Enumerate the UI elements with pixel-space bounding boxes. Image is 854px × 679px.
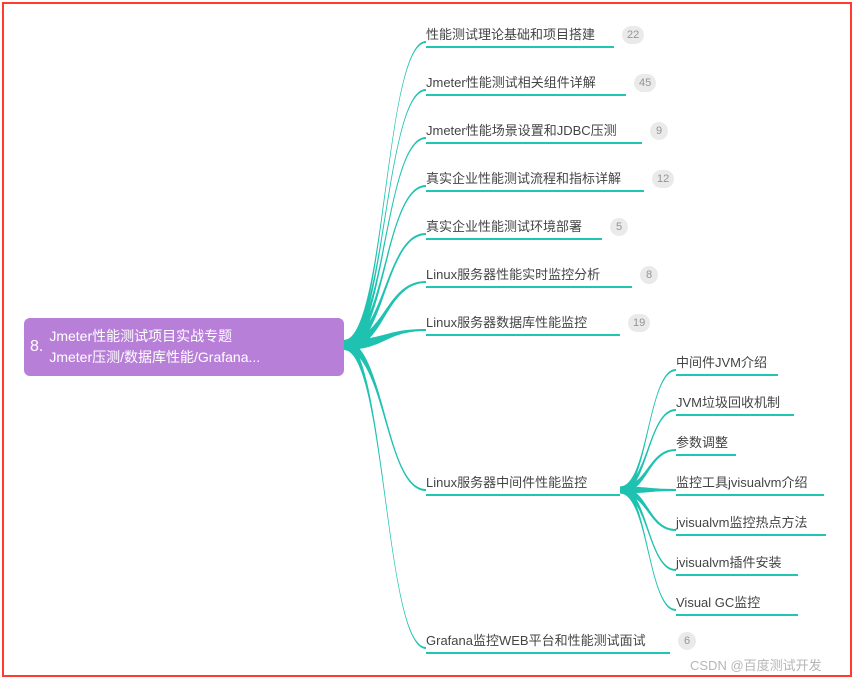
level1-node[interactable]: 真实企业性能测试环境部署 bbox=[426, 216, 602, 240]
node-label: Linux服务器数据库性能监控 bbox=[426, 315, 587, 330]
node-label: 参数调整 bbox=[676, 435, 728, 450]
node-label: Grafana监控WEB平台和性能测试面试 bbox=[426, 633, 646, 648]
level1-node[interactable]: Jmeter性能测试相关组件详解 bbox=[426, 72, 626, 96]
node-label: JVM垃圾回收机制 bbox=[676, 395, 780, 410]
root-title-line1: Jmeter性能测试项目实战专题 bbox=[49, 326, 260, 347]
level1-node[interactable]: Grafana监控WEB平台和性能测试面试 bbox=[426, 630, 670, 654]
level2-node[interactable]: 参数调整 bbox=[676, 432, 736, 456]
node-label: Jmeter性能场景设置和JDBC压测 bbox=[426, 123, 617, 138]
level2-node[interactable]: jvisualvm插件安装 bbox=[676, 552, 798, 576]
level1-node[interactable]: Linux服务器性能实时监控分析 bbox=[426, 264, 632, 288]
level2-node[interactable]: JVM垃圾回收机制 bbox=[676, 392, 794, 416]
node-label: 监控工具jvisualvm介绍 bbox=[676, 475, 807, 490]
watermark: CSDN @百度测试开发 bbox=[690, 655, 822, 674]
level2-node[interactable]: jvisualvm监控热点方法 bbox=[676, 512, 826, 536]
count-badge: 6 bbox=[678, 632, 696, 650]
level2-node[interactable]: 监控工具jvisualvm介绍 bbox=[676, 472, 824, 496]
node-label: 中间件JVM介绍 bbox=[676, 355, 767, 370]
node-label: 真实企业性能测试环境部署 bbox=[426, 219, 582, 234]
root-title-line2: Jmeter压测/数据库性能/Grafana... bbox=[49, 347, 260, 368]
level1-node[interactable]: Linux服务器中间件性能监控 bbox=[426, 472, 620, 496]
count-badge: 12 bbox=[652, 170, 674, 188]
count-badge: 22 bbox=[622, 26, 644, 44]
node-label: Linux服务器中间件性能监控 bbox=[426, 475, 587, 490]
node-label: jvisualvm监控热点方法 bbox=[676, 515, 807, 530]
count-badge: 5 bbox=[610, 218, 628, 236]
level2-node[interactable]: 中间件JVM介绍 bbox=[676, 352, 778, 376]
count-badge: 45 bbox=[634, 74, 656, 92]
node-label: Visual GC监控 bbox=[676, 595, 760, 610]
level1-node[interactable]: Linux服务器数据库性能监控 bbox=[426, 312, 620, 336]
node-label: Linux服务器性能实时监控分析 bbox=[426, 267, 600, 282]
node-label: Jmeter性能测试相关组件详解 bbox=[426, 75, 596, 90]
level2-node[interactable]: Visual GC监控 bbox=[676, 592, 798, 616]
node-label: 性能测试理论基础和项目搭建 bbox=[426, 27, 595, 42]
count-badge: 8 bbox=[640, 266, 658, 284]
node-label: 真实企业性能测试流程和指标详解 bbox=[426, 171, 621, 186]
root-title: Jmeter性能测试项目实战专题Jmeter压测/数据库性能/Grafana..… bbox=[49, 326, 260, 368]
node-label: jvisualvm插件安装 bbox=[676, 555, 781, 570]
level1-node[interactable]: Jmeter性能场景设置和JDBC压测 bbox=[426, 120, 642, 144]
level1-node[interactable]: 真实企业性能测试流程和指标详解 bbox=[426, 168, 644, 192]
level1-node[interactable]: 性能测试理论基础和项目搭建 bbox=[426, 24, 614, 48]
root-index: 8. bbox=[30, 335, 43, 359]
count-badge: 19 bbox=[628, 314, 650, 332]
root-node[interactable]: 8.Jmeter性能测试项目实战专题Jmeter压测/数据库性能/Grafana… bbox=[24, 318, 344, 376]
count-badge: 9 bbox=[650, 122, 668, 140]
